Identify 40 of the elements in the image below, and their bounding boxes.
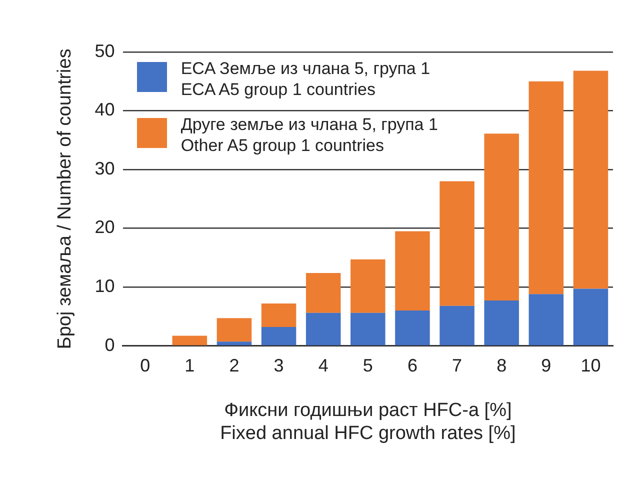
bar (261, 303, 296, 327)
bar (350, 259, 386, 313)
x-tick-label: 0 (140, 356, 150, 376)
x-tick-label: 6 (407, 356, 418, 376)
legend-label: Друге земље из члана 5, група 1 Other A5 group 1 countries (180, 114, 438, 156)
x-tick-label: 2 (229, 356, 240, 376)
bar (440, 306, 474, 346)
x-tick-label: 3 (274, 356, 284, 376)
x-tick-label: 10 (580, 356, 601, 376)
bar (306, 312, 341, 346)
y-tick-label: 40 (94, 100, 115, 120)
x-axis-title: Фиксни годишњи раст HFC-а [%] Fixed annual HFC growth rates [%] (220, 400, 516, 444)
bar (350, 312, 386, 346)
y-tick-label: 20 (94, 217, 115, 238)
y-tick-label: 50 (94, 40, 115, 61)
y-tick-label: 30 (94, 158, 115, 178)
bar (528, 81, 564, 294)
bar (528, 294, 564, 346)
bar (484, 134, 519, 301)
bar (573, 70, 608, 289)
bar (261, 326, 296, 346)
bar (573, 288, 608, 346)
bar (395, 231, 430, 311)
x-tick-label: 7 (452, 356, 462, 376)
y-axis-title: Број земаља / Number of countries (54, 48, 76, 350)
bar (216, 318, 252, 342)
y-tick-label: 0 (104, 334, 115, 355)
x-tick-label: 9 (541, 356, 552, 376)
y-tick-label: 10 (94, 276, 115, 296)
bar (484, 300, 519, 346)
bar (216, 342, 252, 346)
bar (306, 272, 341, 313)
bar (440, 181, 474, 306)
bar (172, 336, 208, 346)
x-tick-label: 5 (362, 356, 373, 376)
x-tick-label: 1 (184, 356, 195, 376)
bar (395, 310, 430, 346)
x-tick-label: 4 (318, 356, 328, 376)
x-tick-label: 8 (496, 356, 507, 376)
legend-label: ECA Земље из члана 5, група 1 ECA A5 group 1 countries (180, 58, 430, 100)
